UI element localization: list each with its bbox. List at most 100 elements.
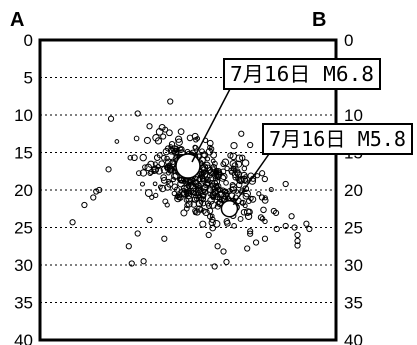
event-point [107, 115, 115, 122]
event-point [162, 198, 169, 205]
event-point [151, 168, 157, 175]
callout-label: 7月16日 M6.8 [230, 62, 374, 86]
event-point [158, 160, 166, 168]
event-point [186, 134, 194, 142]
event-point [167, 98, 174, 105]
event-point [127, 154, 134, 161]
event-point [235, 160, 243, 168]
event-point [170, 176, 177, 183]
event-point [175, 138, 183, 146]
event-point [220, 172, 228, 181]
event-point [155, 128, 164, 136]
event-point [194, 182, 202, 190]
event-point [206, 139, 214, 147]
event-point [139, 169, 148, 177]
event-point [226, 188, 233, 195]
event-point [168, 140, 176, 148]
callout-box [262, 123, 413, 155]
event-point [248, 195, 254, 202]
event-point [243, 208, 252, 216]
event-point [134, 230, 141, 237]
event-point [211, 160, 218, 167]
event-point [160, 133, 167, 140]
event-point [228, 167, 235, 174]
event-point [161, 235, 168, 242]
event-point [193, 137, 199, 143]
event-point [174, 135, 183, 143]
event-point [198, 199, 204, 205]
event-point [157, 184, 163, 190]
callout-leader [232, 153, 270, 206]
event-point [242, 203, 248, 209]
event-point [144, 163, 153, 172]
event-point [162, 126, 169, 133]
callout-box [223, 58, 381, 90]
event-point [195, 186, 203, 194]
event-point [240, 208, 248, 216]
y-tick-label-left: 10 [14, 106, 33, 125]
event-point [207, 168, 216, 177]
event-point [192, 210, 198, 216]
event-point [241, 165, 248, 172]
event-point [131, 154, 138, 162]
event-point [142, 164, 148, 170]
event-point [176, 194, 184, 201]
corner-label-a: A [10, 9, 24, 31]
event-point [209, 224, 217, 232]
event-point [235, 154, 244, 163]
event-point [128, 260, 135, 267]
event-point [192, 179, 200, 187]
event-point [134, 110, 141, 117]
event-point [214, 243, 221, 250]
event-point [234, 169, 241, 177]
event-point [282, 222, 289, 230]
y-tick-label-left: 40 [14, 331, 33, 345]
event-point [231, 223, 237, 229]
corner-label-b: B [312, 9, 326, 31]
event-point [203, 161, 211, 170]
event-point [114, 139, 120, 144]
event-point [125, 243, 132, 250]
event-point [183, 189, 192, 197]
event-point [238, 175, 246, 184]
event-point [164, 183, 172, 191]
event-point [154, 137, 163, 145]
y-tick-label-right: 0 [344, 31, 353, 50]
event-point [209, 213, 215, 219]
event-point [258, 194, 266, 201]
event-point [160, 174, 168, 181]
event-point [231, 162, 239, 170]
event-point [191, 196, 198, 203]
event-point [96, 186, 103, 194]
event-point [152, 181, 158, 187]
left-tick-labels: 0 5 10 15 20 25 30 35 40 [14, 31, 33, 345]
plot-frame [38, 38, 338, 342]
event-point [212, 220, 221, 228]
event-point [260, 206, 267, 214]
event-point [205, 202, 213, 209]
event-point [213, 192, 221, 201]
event-point [167, 166, 175, 174]
event-point [155, 166, 163, 175]
event-point [218, 174, 227, 182]
event-point [200, 191, 207, 198]
event-point [232, 173, 240, 181]
event-point [202, 208, 210, 217]
event-point [282, 180, 289, 188]
event-point [208, 180, 216, 187]
event-point [192, 145, 199, 151]
event-point [133, 135, 140, 142]
event-point [230, 141, 238, 150]
y-tick-label-left: 15 [14, 144, 33, 163]
event-point [270, 207, 277, 215]
event-point [209, 216, 216, 223]
event-point [254, 173, 260, 179]
event-point [164, 155, 170, 162]
event-point [181, 179, 187, 185]
event-point [220, 161, 227, 168]
event-point [180, 209, 188, 217]
y-tick-label-right: 20 [344, 181, 363, 200]
event-point [205, 147, 214, 156]
event-point [294, 237, 301, 245]
